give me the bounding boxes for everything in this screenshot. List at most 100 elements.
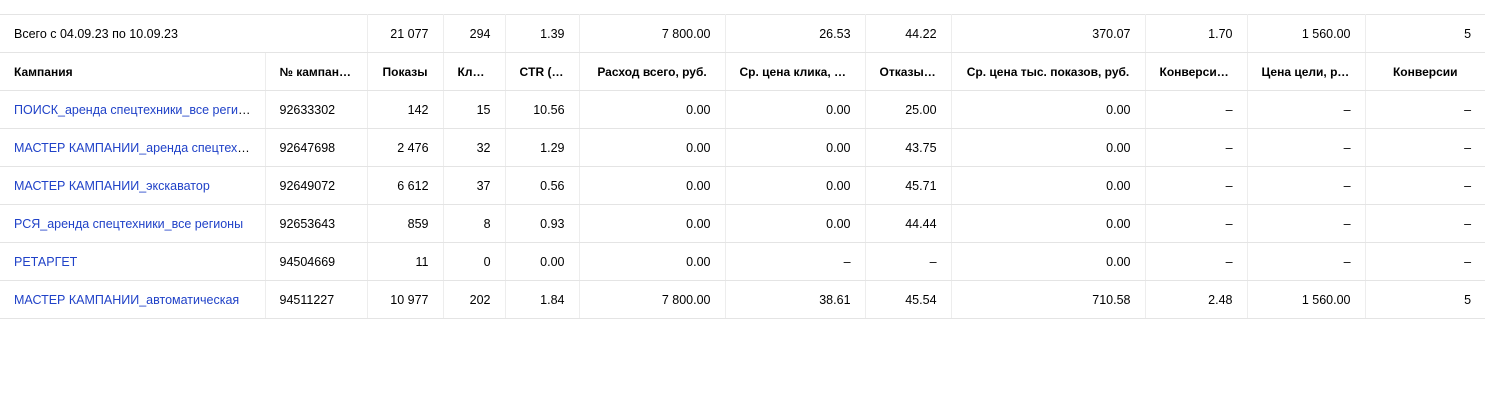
cell-conversions: – <box>1365 204 1485 243</box>
stats-table: Всего с 04.09.23 по 10.09.23 21 077 294 … <box>0 14 1485 319</box>
column-header-label: Кампания <box>14 64 73 79</box>
table-row: МАСТЕР КАМПАНИИ_автоматическая 94511227 … <box>0 280 1485 319</box>
cell-goal-cost: – <box>1247 128 1366 167</box>
totals-conv-rate: 1.70 <box>1145 14 1248 53</box>
cell-impressions: 11 <box>367 242 444 281</box>
cell-ctr: 0.56 <box>505 166 580 205</box>
campaign-id: 92653643 <box>265 204 368 243</box>
column-header-campaign[interactable]: Кампания <box>0 52 266 91</box>
totals-goal-cost: 1 560.00 <box>1247 14 1366 53</box>
campaign-id: 92649072 <box>265 166 368 205</box>
column-header-impressions[interactable]: Показы <box>367 52 444 91</box>
cell-impressions: 142 <box>367 90 444 129</box>
campaign-link[interactable]: МАСТЕР КАМПАНИИ_аренда спецтехники <box>14 140 264 155</box>
campaign-link[interactable]: МАСТЕР КАМПАНИИ_экскаватор <box>14 178 210 193</box>
campaign-id: 92633302 <box>265 90 368 129</box>
cell-goal-cost: – <box>1247 204 1366 243</box>
column-header-ctr[interactable]: CTR (%) <box>505 52 580 91</box>
cell-ctr: 10.56 <box>505 90 580 129</box>
cell-bounce: 45.71 <box>865 166 952 205</box>
cell-bounce: 25.00 <box>865 90 952 129</box>
column-header-clicks[interactable]: Клики <box>443 52 506 91</box>
cell-impressions: 10 977 <box>367 280 444 319</box>
cell-clicks: 0 <box>443 242 506 281</box>
totals-row: Всего с 04.09.23 по 10.09.23 21 077 294 … <box>0 14 1485 53</box>
cell-cpm: 0.00 <box>951 204 1146 243</box>
cell-cost: 0.00 <box>579 90 726 129</box>
cell-conversions: – <box>1365 242 1485 281</box>
cell-bounce: – <box>865 242 952 281</box>
cell-goal-cost: – <box>1247 242 1366 281</box>
cell-conv-rate: – <box>1145 204 1248 243</box>
campaign-link[interactable]: РСЯ_аренда спецтехники_все регионы <box>14 216 244 231</box>
cell-cpm: 0.00 <box>951 90 1146 129</box>
totals-avg-cpc: 26.53 <box>725 14 866 53</box>
cell-conv-rate: – <box>1145 128 1248 167</box>
cell-impressions: 6 612 <box>367 166 444 205</box>
cell-clicks: 15 <box>443 90 506 129</box>
campaign-link[interactable]: МАСТЕР КАМПАНИИ_автоматическая <box>14 292 240 307</box>
cell-avg-cpc: – <box>725 242 866 281</box>
cell-conversions: – <box>1365 128 1485 167</box>
campaign-stats-report: Всего с 04.09.23 по 10.09.23 21 077 294 … <box>0 14 1485 319</box>
cell-conv-rate: – <box>1145 166 1248 205</box>
campaign-id: 94511227 <box>265 280 368 319</box>
column-header-cpm[interactable]: Ср. цена тыс. показов, руб. <box>951 52 1146 91</box>
cell-conversions: – <box>1365 90 1485 129</box>
cell-clicks: 37 <box>443 166 506 205</box>
column-header-bounce[interactable]: Отказы (%) <box>865 52 952 91</box>
cell-ctr: 0.93 <box>505 204 580 243</box>
cell-goal-cost: 1 560.00 <box>1247 280 1366 319</box>
column-header-campaign-id[interactable]: № кампании ▲ <box>265 52 368 91</box>
column-header-conv-rate[interactable]: Конверсия (%) <box>1145 52 1248 91</box>
cell-cost: 7 800.00 <box>579 280 726 319</box>
cell-conv-rate: – <box>1145 90 1248 129</box>
totals-bounce: 44.22 <box>865 14 952 53</box>
cell-cost: 0.00 <box>579 204 726 243</box>
column-header-label: № кампании <box>279 64 354 79</box>
table-row: РСЯ_аренда спецтехники_все регионы 92653… <box>0 204 1485 243</box>
cell-cpm: 0.00 <box>951 166 1146 205</box>
cell-avg-cpc: 38.61 <box>725 280 866 319</box>
cell-ctr: 1.29 <box>505 128 580 167</box>
totals-cpm: 370.07 <box>951 14 1146 53</box>
cell-impressions: 859 <box>367 204 444 243</box>
column-header-conversions[interactable]: Конверсии <box>1365 52 1485 91</box>
cell-bounce: 44.44 <box>865 204 952 243</box>
cell-ctr: 1.84 <box>505 280 580 319</box>
table-row: РЕТАРГЕТ 94504669 11 0 0.00 0.00 – – 0.0… <box>0 242 1485 281</box>
cell-bounce: 45.54 <box>865 280 952 319</box>
sort-asc-icon: ▲ <box>357 67 366 77</box>
cell-cost: 0.00 <box>579 166 726 205</box>
cell-ctr: 0.00 <box>505 242 580 281</box>
cell-cpm: 710.58 <box>951 280 1146 319</box>
column-header-cost[interactable]: Расход всего, руб. <box>579 52 726 91</box>
cell-goal-cost: – <box>1247 90 1366 129</box>
cell-clicks: 32 <box>443 128 506 167</box>
cell-avg-cpc: 0.00 <box>725 204 866 243</box>
cell-avg-cpc: 0.00 <box>725 128 866 167</box>
totals-label: Всего с 04.09.23 по 10.09.23 <box>0 14 368 53</box>
cell-conversions: – <box>1365 166 1485 205</box>
table-row: МАСТЕР КАМПАНИИ_аренда спецтехники 92647… <box>0 128 1485 167</box>
cell-impressions: 2 476 <box>367 128 444 167</box>
totals-conversions: 5 <box>1365 14 1485 53</box>
cell-cpm: 0.00 <box>951 242 1146 281</box>
cell-conversions: 5 <box>1365 280 1485 319</box>
header-row: Кампания № кампании ▲ Показы Клики CTR (%… <box>0 52 1485 91</box>
campaign-link[interactable]: РЕТАРГЕТ <box>14 254 78 269</box>
cell-avg-cpc: 0.00 <box>725 90 866 129</box>
column-header-goal-cost[interactable]: Цена цели, руб. <box>1247 52 1366 91</box>
column-header-avg-cpc[interactable]: Ср. цена клика, руб. <box>725 52 866 91</box>
cell-cost: 0.00 <box>579 242 726 281</box>
cell-conv-rate: – <box>1145 242 1248 281</box>
cell-clicks: 8 <box>443 204 506 243</box>
cell-goal-cost: – <box>1247 166 1366 205</box>
totals-cost: 7 800.00 <box>579 14 726 53</box>
table-row: ПОИСК_аренда спецтехники_все регионы 926… <box>0 90 1485 129</box>
campaign-id: 92647698 <box>265 128 368 167</box>
cell-avg-cpc: 0.00 <box>725 166 866 205</box>
totals-ctr: 1.39 <box>505 14 580 53</box>
campaign-link[interactable]: ПОИСК_аренда спецтехники_все регионы <box>14 102 261 117</box>
cell-clicks: 202 <box>443 280 506 319</box>
